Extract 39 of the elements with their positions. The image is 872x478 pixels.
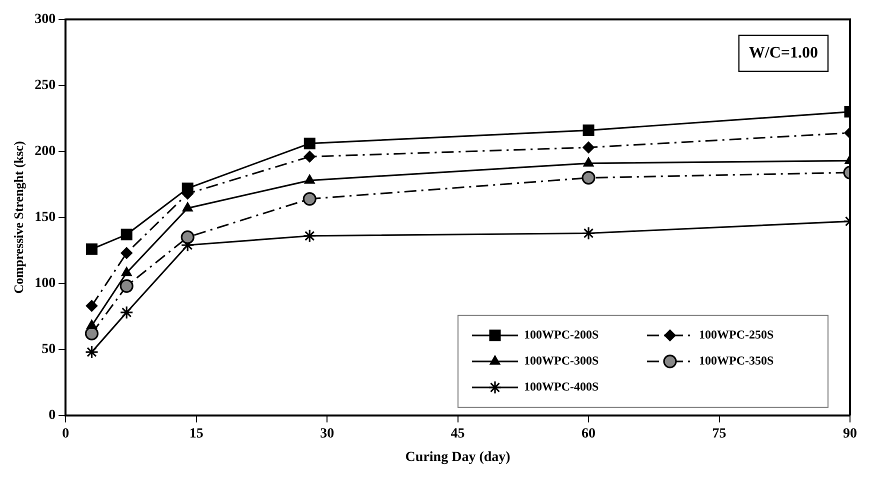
y-tick-label: 150 xyxy=(34,210,56,226)
y-tick-label: 250 xyxy=(34,78,56,94)
point xyxy=(302,229,316,243)
point xyxy=(182,182,194,194)
x-tick-label: 30 xyxy=(320,426,334,442)
legend-label: 100WPC-300S xyxy=(524,353,599,368)
point xyxy=(120,228,132,240)
point xyxy=(304,150,316,162)
x-tick-label: 45 xyxy=(450,426,465,442)
point xyxy=(84,345,99,359)
y-tick-label: 0 xyxy=(48,408,56,424)
legend-label: 100WPC-200S xyxy=(524,327,599,342)
y-tick-label: 300 xyxy=(34,12,56,28)
point xyxy=(302,192,316,206)
point xyxy=(121,267,132,276)
x-axis-title: Curing Day (day) xyxy=(405,450,511,466)
y-tick-label: 100 xyxy=(34,276,56,292)
x-tick-label: 15 xyxy=(189,426,204,442)
y-axis-title: Compressive Strenght (ksc) xyxy=(11,141,26,294)
point xyxy=(180,230,194,244)
point xyxy=(86,243,98,255)
x-tick-label: 60 xyxy=(582,426,596,442)
y-tick-label: 50 xyxy=(42,342,56,358)
y-tick-label: 200 xyxy=(34,144,56,160)
point xyxy=(86,300,98,312)
legend-label: 100WPC-400S xyxy=(524,379,599,394)
point xyxy=(120,279,134,293)
x-tick-label: 90 xyxy=(843,426,857,442)
point xyxy=(86,320,97,329)
point xyxy=(182,202,193,212)
point xyxy=(120,306,134,320)
point xyxy=(120,247,132,259)
point xyxy=(304,138,316,150)
annotation: W/C=1.00 xyxy=(748,44,818,62)
legend-label: 100WPC-250S xyxy=(699,327,774,342)
x-tick-label: 75 xyxy=(712,426,726,442)
x-tick-label: 0 xyxy=(62,426,70,442)
point xyxy=(304,174,315,184)
legend-label: 100WPC-350S xyxy=(699,353,774,368)
